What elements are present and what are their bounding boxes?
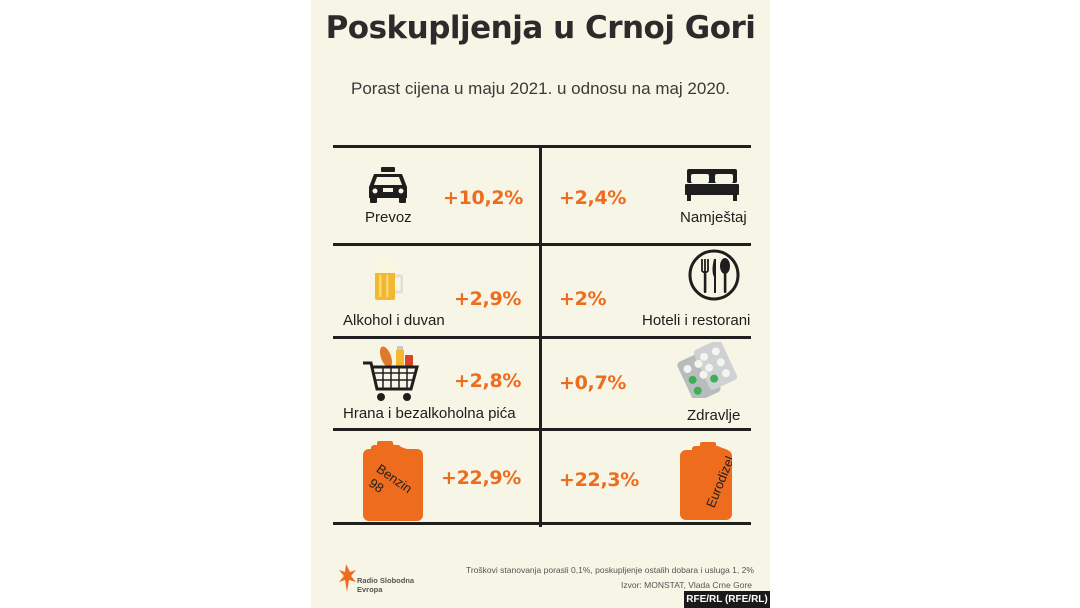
grid-divider <box>333 145 751 148</box>
category-label: Zdravlje <box>687 407 741 424</box>
category-value: +2,4% <box>559 187 627 209</box>
category-value: +10,2% <box>443 187 524 209</box>
shopping-cart-icon <box>363 346 419 401</box>
taxi-icon <box>369 167 407 203</box>
logo-text: Evropa <box>357 585 383 594</box>
category-value: +22,3% <box>559 469 640 491</box>
category-value: +2% <box>559 288 607 310</box>
photo-credit: RFE/RL (RFE/RL) <box>684 591 770 608</box>
category-value: +2,9% <box>454 288 522 310</box>
page-subtitle: Porast cijena u maju 2021. u odnosu na m… <box>351 79 730 98</box>
jerrycan-icon: Eurodizel <box>680 442 732 520</box>
logo-text: Radio Slobodna <box>357 576 415 585</box>
grid-divider <box>333 243 751 246</box>
grid-divider <box>333 336 751 339</box>
bed-icon <box>685 169 739 201</box>
can-label: 98 <box>366 475 386 496</box>
torch-icon <box>339 564 356 592</box>
grid-divider <box>539 145 542 527</box>
category-value: +0,7% <box>559 372 627 394</box>
source-note: Izvor: MONSTAT, Vlada Crne Gore <box>621 580 752 590</box>
category-value: +22,9% <box>441 467 522 489</box>
category-value: +2,8% <box>454 370 522 392</box>
category-label: Prevoz <box>365 209 412 226</box>
grid-divider <box>333 428 751 431</box>
pills-icon <box>677 342 737 398</box>
page-title: Poskupljenja u Crnoj Gori <box>325 10 756 46</box>
price-grid: Prevoz +10,2% Namještaj +2,4% <box>333 145 751 527</box>
category-label: Hoteli i restorani <box>642 312 751 329</box>
rfe-logo: Radio Slobodna Evropa <box>338 562 418 598</box>
category-label: Alkohol i duvan <box>343 312 445 329</box>
category-label: Namještaj <box>680 209 747 226</box>
grid-divider <box>333 522 751 525</box>
beer-mug-icon <box>375 259 403 300</box>
plate-cutlery-icon <box>688 249 740 301</box>
footnote: Troškovi stanovanja porasli 0,1%, poskup… <box>466 565 754 575</box>
category-label: Hrana i bezalkoholna pića <box>343 405 516 422</box>
jerrycan-icon: Benzin 98 <box>363 441 423 521</box>
infographic: Poskupljenja u Crnoj Gori Porast cijena … <box>311 0 770 608</box>
